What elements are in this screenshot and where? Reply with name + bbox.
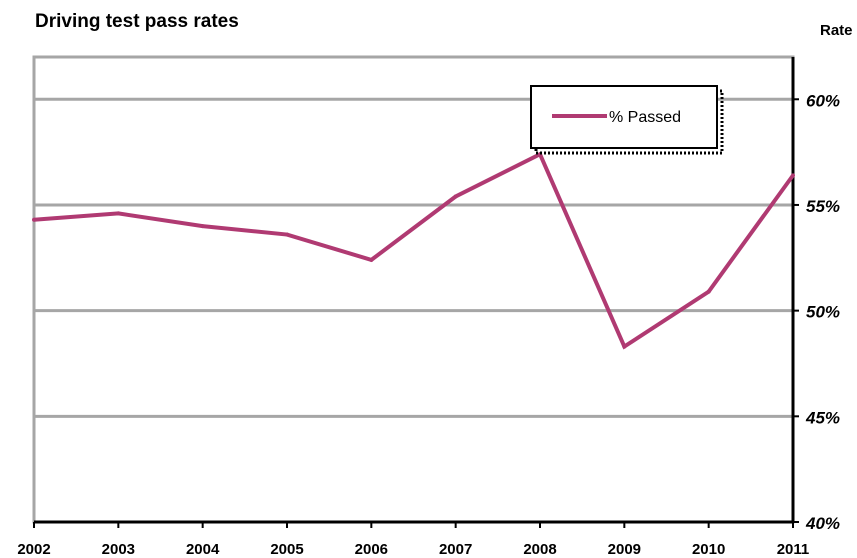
data-point [453, 194, 458, 199]
x-tick-label: 2002 [17, 541, 50, 558]
y-tick-label: 40% [805, 514, 840, 533]
y-axis: 40% 45% 50% 55% 60% [791, 57, 840, 533]
data-point [706, 289, 711, 294]
data-point [116, 211, 121, 216]
series-layer [32, 151, 795, 350]
x-tick-label: 2006 [355, 541, 388, 558]
y-tick-label: 60% [806, 91, 840, 110]
legend: % Passed [530, 85, 724, 155]
x-tick-label: 2009 [608, 541, 641, 558]
y-tick-label: 50% [806, 303, 840, 322]
x-tick-label: 2003 [102, 541, 135, 558]
series-line [33, 151, 795, 350]
data-point [622, 344, 627, 349]
data-point [200, 224, 205, 229]
data-point [32, 217, 36, 222]
x-tick-label: 2010 [692, 541, 725, 558]
x-tick-label: 2011 [777, 541, 810, 558]
x-axis: 2002 2003 2004 2005 2006 2007 2008 2009 2010 2011 [17, 520, 810, 558]
x-tick-label: 2004 [186, 541, 220, 558]
chart-title: Driving test pass rates [35, 11, 239, 32]
legend-label: % Passed [609, 109, 681, 126]
x-tick-label: 2005 [270, 541, 303, 558]
x-tick-label: 2007 [439, 541, 472, 558]
x-tick-label: 2008 [523, 541, 556, 558]
data-point [369, 257, 374, 262]
data-point [285, 232, 289, 237]
y-tick-label: 45% [805, 408, 840, 427]
y-tick-label: 55% [806, 197, 840, 216]
data-point [791, 173, 795, 178]
y-axis-title: Rate [820, 22, 853, 39]
